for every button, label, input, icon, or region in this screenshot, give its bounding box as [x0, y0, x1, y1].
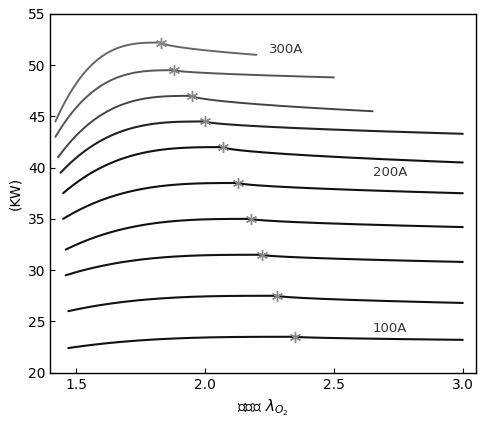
Text: 200A: 200A [373, 166, 407, 179]
X-axis label: 过氧比 $\lambda_{O_2}$: 过氧比 $\lambda_{O_2}$ [237, 397, 289, 417]
Text: 300A: 300A [270, 43, 304, 56]
Y-axis label: (KW): (KW) [8, 177, 22, 210]
Text: 100A: 100A [373, 322, 407, 335]
